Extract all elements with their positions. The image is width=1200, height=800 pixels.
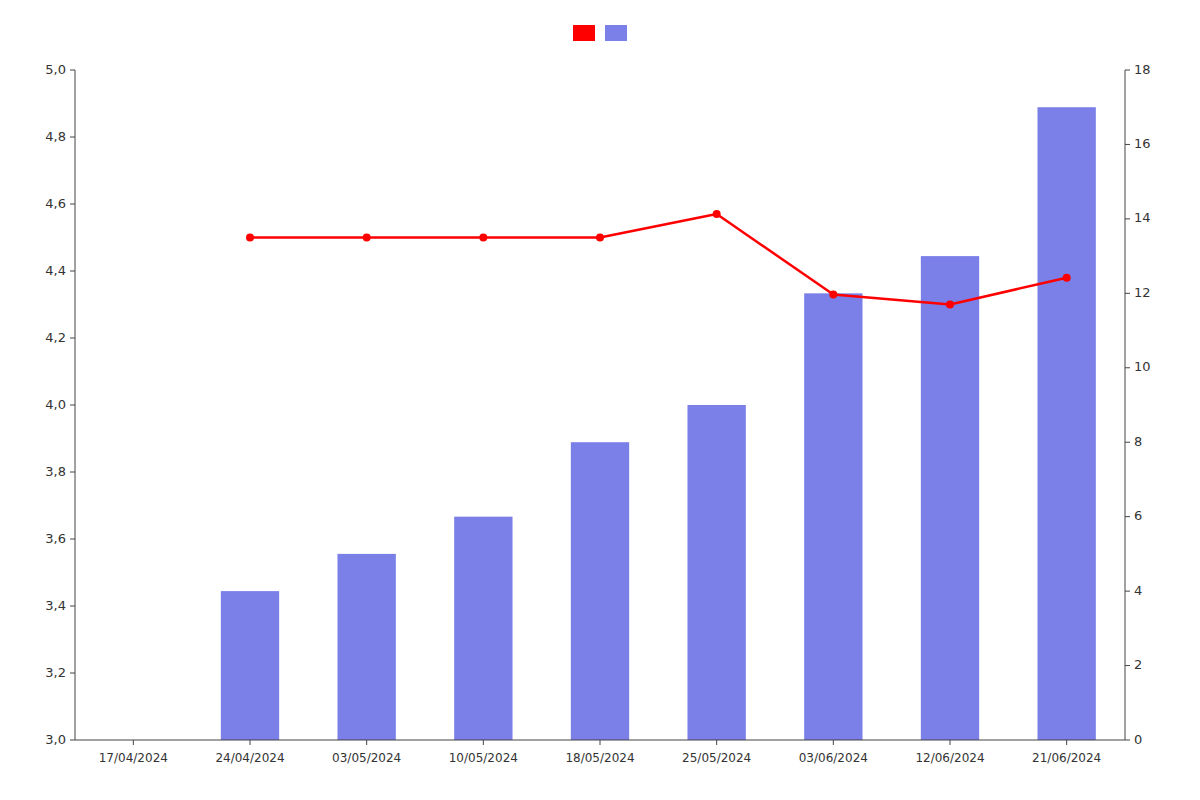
y-tick (70, 405, 75, 406)
y2-tick (1125, 293, 1130, 294)
bar (338, 554, 396, 740)
bar (1038, 107, 1096, 740)
y2-tick (1125, 70, 1130, 71)
line (250, 214, 1067, 304)
y-tick (70, 673, 75, 674)
y-tick (70, 338, 75, 339)
bar (688, 405, 746, 740)
y2-axis-line (1125, 70, 1126, 740)
bar (454, 517, 512, 740)
x-tick (716, 740, 717, 745)
marker (946, 301, 954, 309)
x-tick (250, 740, 251, 745)
y2-tick-label: 0 (1134, 732, 1142, 747)
page: {"chart_data": {"type": "bar", "categori… (0, 0, 1200, 800)
y2-tick-label: 8 (1134, 434, 1142, 449)
y2-tick-label: 16 (1134, 136, 1151, 151)
legend-swatch (573, 25, 595, 41)
marker (363, 234, 371, 242)
x-tick (1066, 740, 1067, 745)
x-tick-label: 03/06/2024 (799, 751, 868, 765)
x-tick-label: 21/06/2024 (1032, 751, 1101, 765)
y-tick-label: 3,8 (45, 464, 66, 479)
y-tick-label: 5,0 (45, 62, 66, 77)
y2-tick-label: 12 (1134, 285, 1151, 300)
x-tick-label: 18/05/2024 (565, 751, 634, 765)
chart: 3,0 3,2 3,4 3,6 3,8 4,0 4,2 4,4 4,6 4,8 5,0 0 2 4 6 8 10… (0, 0, 1200, 800)
y-tick (70, 271, 75, 272)
y-tick (70, 204, 75, 205)
y2-tick (1125, 516, 1130, 517)
marker (1063, 274, 1071, 282)
marker (713, 210, 721, 218)
y2-tick-label: 4 (1134, 583, 1142, 598)
y-tick-label: 3,0 (45, 732, 66, 747)
y-tick-label: 4,0 (45, 397, 66, 412)
legend-swatch (605, 25, 627, 41)
x-tick (366, 740, 367, 745)
y2-tick (1125, 442, 1130, 443)
y2-tick-label: 14 (1134, 210, 1151, 225)
y2-tick-label: 10 (1134, 359, 1151, 374)
bar (921, 256, 979, 740)
legend (573, 25, 627, 41)
y2-tick (1125, 367, 1130, 368)
y-tick-label: 4,6 (45, 196, 66, 211)
bar (221, 591, 279, 740)
x-tick (833, 740, 834, 745)
x-tick (950, 740, 951, 745)
y-tick-label: 3,4 (45, 598, 66, 613)
line-series (246, 210, 1071, 308)
y2-tick (1125, 591, 1130, 592)
y2-tick (1125, 740, 1130, 741)
marker (246, 234, 254, 242)
y-tick (70, 740, 75, 741)
y2-tick-label: 18 (1134, 62, 1151, 77)
y2-tick-label: 6 (1134, 508, 1142, 523)
y2-tick-label: 2 (1134, 657, 1142, 672)
y-tick-label: 4,4 (45, 263, 66, 278)
y-tick-label: 3,6 (45, 531, 66, 546)
y2-tick (1125, 218, 1130, 219)
bar-series (221, 107, 1096, 740)
bar (804, 293, 862, 740)
x-tick-label: 12/06/2024 (915, 751, 984, 765)
y-tick (70, 606, 75, 607)
x-tick-label: 25/05/2024 (682, 751, 751, 765)
x-tick-label: 24/04/2024 (215, 751, 284, 765)
y-tick-label: 4,2 (45, 330, 66, 345)
x-tick (600, 740, 601, 745)
y-tick-label: 4,8 (45, 129, 66, 144)
y-tick (70, 70, 75, 71)
y-tick (70, 539, 75, 540)
plot-area (221, 107, 1096, 740)
marker (829, 290, 837, 298)
axes: 3,0 3,2 3,4 3,6 3,8 4,0 4,2 4,4 4,6 4,8 5,0 0 2 4 6 8 10… (45, 62, 1150, 766)
x-tick-label: 17/04/2024 (99, 751, 168, 765)
x-tick-label: 03/05/2024 (332, 751, 401, 765)
y-tick-label: 3,2 (45, 665, 66, 680)
y2-tick (1125, 665, 1130, 666)
marker (479, 234, 487, 242)
y-tick (70, 472, 75, 473)
y2-tick (1125, 144, 1130, 145)
x-tick (483, 740, 484, 745)
x-tick (133, 740, 134, 745)
x-tick-label: 10/05/2024 (449, 751, 518, 765)
bar (571, 442, 629, 740)
marker (596, 234, 604, 242)
y-tick (70, 137, 75, 138)
